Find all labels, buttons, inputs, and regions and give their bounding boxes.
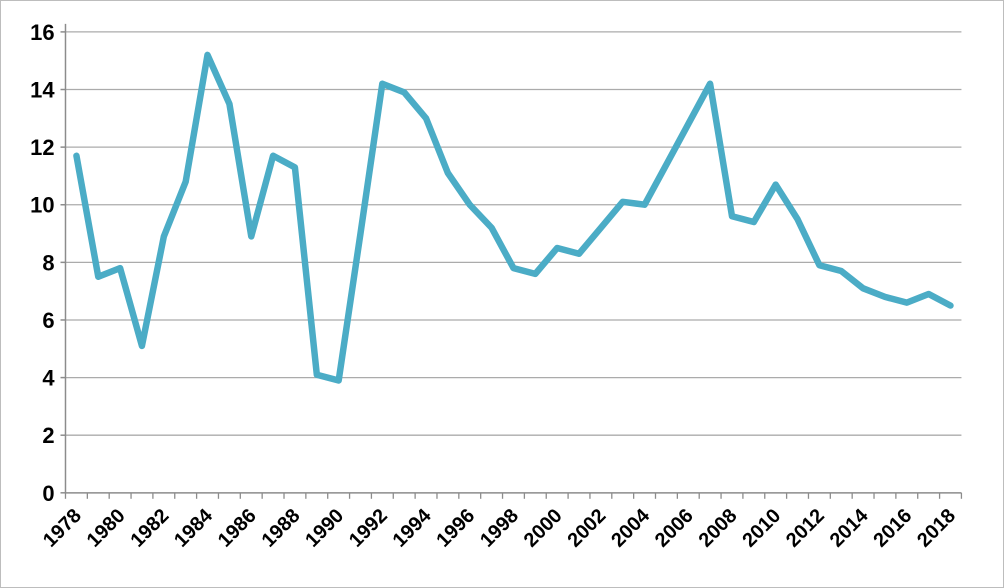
y-axis-label: 0 <box>42 481 54 506</box>
y-axis-label: 14 <box>30 77 55 102</box>
x-axis-label: 2006 <box>651 505 698 552</box>
x-axis-label: 2016 <box>869 505 916 552</box>
x-axis-label: 2014 <box>826 505 873 552</box>
y-axis-label: 10 <box>30 193 54 218</box>
x-axis-label: 2018 <box>913 505 960 552</box>
y-axis-label: 8 <box>42 250 54 275</box>
x-axis-label: 2010 <box>738 505 785 552</box>
y-axis-label: 12 <box>30 135 54 160</box>
x-axis-label: 1986 <box>214 505 261 552</box>
x-axis-label: 1992 <box>345 505 392 552</box>
x-axis-label: 1982 <box>126 505 173 552</box>
x-axis-label: 1988 <box>258 505 305 552</box>
y-axis-label: 2 <box>42 423 54 448</box>
x-axis-label: 2008 <box>695 505 742 552</box>
x-axis-label: 1990 <box>301 505 348 552</box>
data-series-line <box>73 51 954 384</box>
x-axis-label: 1998 <box>476 505 523 552</box>
x-axis-label: 2012 <box>782 505 829 552</box>
y-axis-label: 4 <box>42 366 55 391</box>
x-axis-label: 2004 <box>607 505 654 552</box>
y-axis-label: 16 <box>30 20 54 45</box>
x-axis-label: 1980 <box>83 505 130 552</box>
x-axis-label: 1994 <box>389 505 436 552</box>
x-axis-label: 2000 <box>520 505 567 552</box>
y-axis-label: 6 <box>42 308 54 333</box>
x-axis-label: 1984 <box>170 505 217 552</box>
x-axis-label: 2002 <box>563 505 610 552</box>
x-axis-label: 1978 <box>39 505 86 552</box>
x-axis-label: 1996 <box>432 505 479 552</box>
